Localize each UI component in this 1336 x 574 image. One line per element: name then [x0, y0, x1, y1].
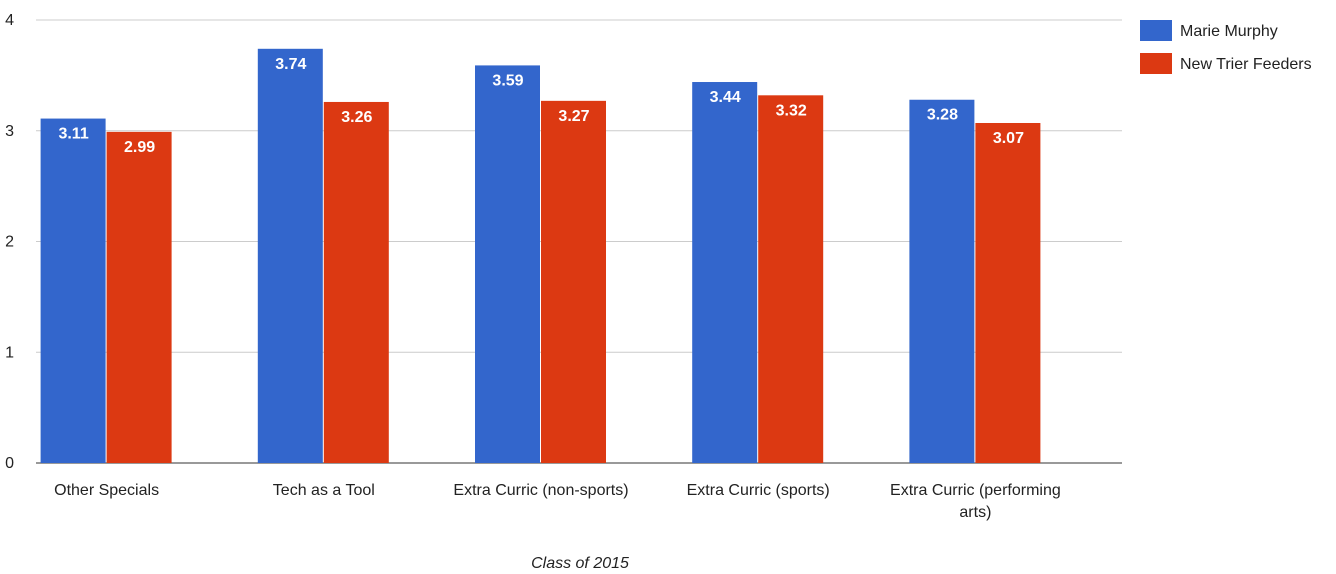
category-label: Extra Curric (sports) — [687, 482, 830, 499]
data-label: 2.99 — [124, 139, 155, 156]
bar-new-trier-feeders — [758, 95, 824, 463]
bar-new-trier-feeders — [541, 100, 606, 463]
bar-new-trier-feeders — [975, 122, 1041, 463]
category-label: Tech as a Tool — [273, 482, 375, 499]
bar-marie-murphy — [40, 118, 106, 463]
bar-new-trier-feeders — [323, 101, 389, 463]
legend-label: New Trier Feeders — [1180, 56, 1312, 73]
x-axis-title: Class of 2015 — [531, 555, 629, 572]
data-label: 3.59 — [492, 72, 523, 89]
y-tick-label: 1 — [5, 344, 14, 361]
legend-label: Marie Murphy — [1180, 23, 1278, 40]
bar-marie-murphy — [692, 82, 758, 464]
y-tick-label: 2 — [5, 234, 14, 251]
legend: Marie Murphy New Trier Feeders — [1140, 20, 1312, 74]
category-label: Other Specials — [54, 482, 159, 499]
data-label: 3.32 — [776, 102, 807, 119]
legend-swatch — [1140, 20, 1172, 41]
data-label: 3.11 — [58, 126, 88, 143]
category-label: Extra Curric (performing arts) — [890, 482, 1061, 521]
y-tick-label: 0 — [5, 455, 14, 472]
bar-marie-murphy — [909, 99, 975, 464]
bar-marie-murphy — [475, 65, 540, 463]
data-label: 3.07 — [993, 130, 1024, 147]
bar-marie-murphy — [257, 48, 323, 464]
data-label: 3.27 — [558, 108, 589, 125]
y-tick-label: 4 — [5, 12, 14, 29]
category-label: Extra Curric (non-sports) — [453, 482, 628, 499]
data-label: 3.74 — [275, 56, 306, 73]
data-labels: 3.11 2.99 3.74 3.26 3.59 3.27 3.44 3.32 3.28 3.07 — [58, 56, 1024, 156]
legend-swatch — [1140, 53, 1172, 74]
bars — [40, 48, 1041, 464]
y-tick-label: 3 — [5, 123, 14, 140]
data-label: 3.44 — [710, 89, 741, 106]
category-labels: Other Specials Tech as a Tool Extra Curric… — [54, 482, 1061, 521]
bar-new-trier-feeders — [106, 131, 172, 464]
data-label: 3.26 — [341, 109, 372, 126]
y-axis-ticks: 0 1 2 3 4 — [5, 12, 14, 472]
data-label: 3.28 — [927, 107, 958, 124]
